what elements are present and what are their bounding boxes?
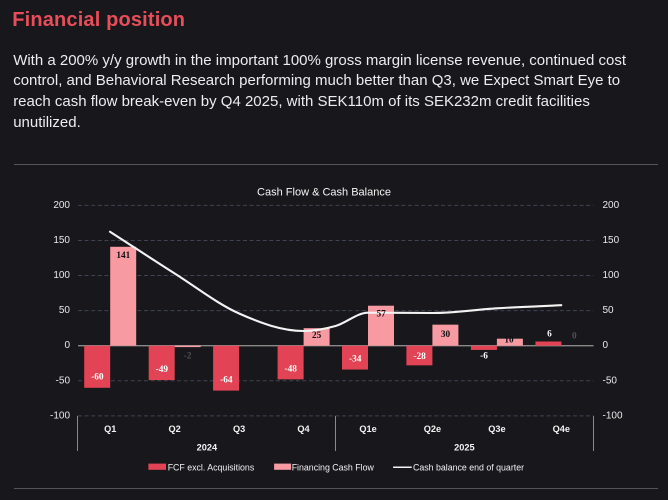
svg-text:-64: -64: [220, 376, 233, 386]
svg-text:Q1e: Q1e: [359, 424, 376, 434]
svg-text:2024: 2024: [197, 443, 218, 453]
svg-text:Cash Flow & Cash Balance: Cash Flow & Cash Balance: [257, 187, 391, 199]
svg-text:-60: -60: [91, 373, 104, 383]
svg-text:0: 0: [603, 340, 609, 351]
svg-text:Q3e: Q3e: [488, 424, 505, 434]
svg-text:-34: -34: [349, 355, 362, 365]
svg-text:Financing Cash Flow: Financing Cash Flow: [292, 462, 375, 472]
svg-text:-50: -50: [603, 375, 618, 386]
svg-text:150: 150: [53, 235, 70, 246]
svg-text:2025: 2025: [454, 443, 474, 453]
svg-text:-6: -6: [480, 352, 488, 362]
svg-text:Cash balance end of quarter: Cash balance end of quarter: [413, 462, 524, 472]
svg-text:0: 0: [64, 340, 70, 351]
svg-text:-100: -100: [603, 410, 623, 421]
svg-text:100: 100: [603, 270, 620, 281]
svg-text:Q1: Q1: [104, 424, 116, 434]
svg-text:-100: -100: [50, 410, 70, 421]
svg-text:30: 30: [441, 330, 451, 340]
svg-text:FCF excl. Acquisitions: FCF excl. Acquisitions: [168, 462, 255, 472]
svg-text:10: 10: [504, 336, 514, 346]
svg-text:57: 57: [376, 310, 386, 320]
svg-text:200: 200: [603, 200, 620, 211]
svg-text:Q3: Q3: [233, 424, 245, 434]
svg-text:Q4: Q4: [297, 424, 310, 434]
svg-text:50: 50: [603, 305, 615, 316]
svg-text:-28: -28: [413, 352, 426, 362]
svg-text:-48: -48: [284, 365, 297, 375]
svg-text:-2: -2: [184, 352, 192, 362]
svg-text:Q2: Q2: [169, 424, 181, 434]
svg-text:Q2e: Q2e: [424, 424, 441, 434]
svg-text:150: 150: [603, 235, 620, 246]
svg-text:6: 6: [547, 330, 552, 340]
svg-text:0: 0: [572, 332, 577, 342]
svg-text:50: 50: [59, 305, 71, 316]
svg-text:141: 141: [116, 251, 130, 261]
svg-text:100: 100: [53, 270, 70, 281]
svg-text:-49: -49: [156, 365, 169, 375]
svg-text:200: 200: [53, 200, 70, 211]
svg-text:25: 25: [312, 331, 322, 341]
svg-text:Q4e: Q4e: [553, 424, 570, 434]
svg-text:-50: -50: [56, 375, 71, 386]
